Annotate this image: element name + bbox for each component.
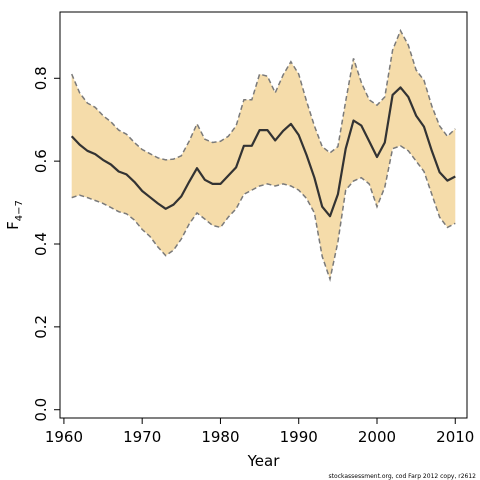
- confidence-band: [71, 30, 456, 280]
- y-axis-label-main: F: [4, 221, 22, 230]
- y-tick-label: 0.8: [32, 66, 50, 90]
- plot-frame: [59, 11, 468, 419]
- confidence-band-layer: [71, 30, 456, 280]
- y-axis: 0.0 0.2 0.4 0.6 0.8: [32, 66, 60, 422]
- y-axis-label-subscript: 4−7: [14, 200, 25, 221]
- source-footnote: stockassessment.org, cod Farp 2012 copy,…: [329, 473, 477, 480]
- x-axis-label: Year: [247, 452, 281, 470]
- y-tick-label: 0.2: [32, 315, 50, 339]
- estimate-line: [70, 86, 456, 218]
- x-tick-label: 1970: [123, 428, 161, 446]
- lower-bound-line: [71, 144, 456, 283]
- x-tick-label: 1960: [45, 428, 83, 446]
- x-tick-label: 2010: [436, 428, 474, 446]
- x-tick-label: 2000: [358, 428, 396, 446]
- y-tick-label: 0.4: [32, 232, 50, 256]
- upper-bound-line: [71, 28, 456, 161]
- series-line-layer: [70, 28, 456, 283]
- x-tick-label: 1990: [280, 428, 318, 446]
- y-axis-label: F4−7: [4, 200, 25, 230]
- y-tick-label: 0.6: [32, 149, 50, 173]
- x-axis: 1960 1970 1980 1990 2000 2010: [45, 418, 474, 446]
- svg-text:F4−7: F4−7: [4, 200, 25, 230]
- x-tick-label: 1980: [201, 428, 239, 446]
- y-tick-label: 0.0: [32, 398, 50, 422]
